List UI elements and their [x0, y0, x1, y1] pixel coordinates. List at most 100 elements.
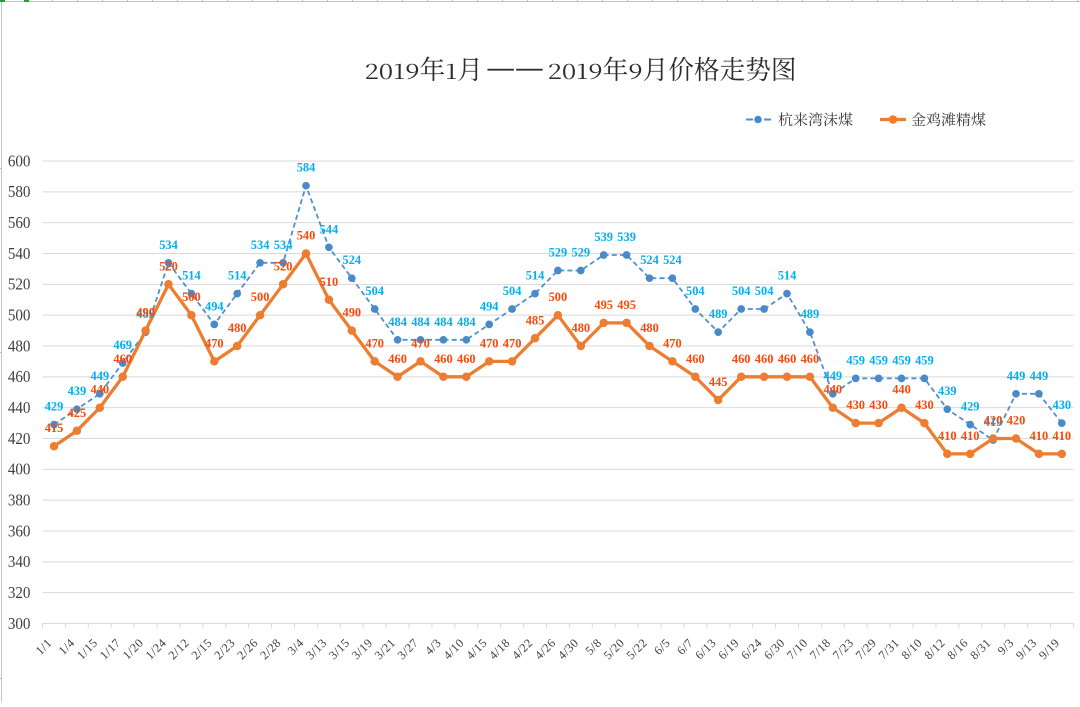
svg-text:430: 430 — [915, 398, 934, 412]
svg-text:470: 470 — [480, 336, 499, 350]
svg-text:539: 539 — [594, 230, 613, 244]
svg-text:440: 440 — [8, 399, 31, 417]
svg-text:459: 459 — [869, 353, 888, 367]
svg-text:430: 430 — [869, 398, 888, 412]
svg-text:480: 480 — [640, 321, 659, 335]
svg-text:480: 480 — [228, 321, 247, 335]
svg-text:419: 419 — [984, 415, 1003, 429]
svg-text:460: 460 — [457, 352, 476, 366]
svg-text:320: 320 — [8, 584, 31, 602]
svg-text:445: 445 — [709, 375, 728, 389]
svg-text:460: 460 — [732, 352, 751, 366]
svg-text:470: 470 — [411, 336, 430, 350]
svg-text:480: 480 — [8, 338, 31, 356]
svg-text:485: 485 — [526, 313, 545, 327]
svg-text:489: 489 — [709, 307, 728, 321]
svg-text:449: 449 — [1007, 369, 1026, 383]
svg-text:460: 460 — [434, 352, 453, 366]
svg-text:534: 534 — [251, 238, 270, 252]
svg-text:460: 460 — [755, 352, 774, 366]
svg-text:490: 490 — [343, 306, 362, 320]
svg-text:524: 524 — [343, 253, 362, 267]
svg-text:460: 460 — [113, 352, 132, 366]
svg-text:534: 534 — [159, 238, 178, 252]
svg-text:504: 504 — [732, 284, 751, 298]
svg-text:504: 504 — [503, 284, 522, 298]
svg-text:580: 580 — [8, 183, 31, 201]
svg-text:484: 484 — [411, 315, 430, 329]
svg-text:300: 300 — [8, 615, 31, 633]
svg-text:439: 439 — [68, 384, 87, 398]
svg-text:534: 534 — [274, 238, 293, 252]
svg-text:460: 460 — [801, 352, 820, 366]
svg-text:500: 500 — [549, 290, 568, 304]
svg-text:514: 514 — [778, 269, 797, 283]
svg-text:494: 494 — [480, 299, 499, 313]
svg-text:440: 440 — [91, 383, 110, 397]
svg-text:460: 460 — [778, 352, 797, 366]
svg-text:529: 529 — [572, 246, 591, 260]
svg-text:460: 460 — [8, 368, 31, 386]
svg-text:560: 560 — [8, 214, 31, 232]
svg-text:340: 340 — [8, 553, 31, 571]
svg-text:584: 584 — [297, 161, 316, 175]
svg-text:459: 459 — [892, 353, 911, 367]
svg-text:495: 495 — [594, 298, 613, 312]
svg-text:500: 500 — [182, 290, 201, 304]
svg-text:540: 540 — [297, 229, 316, 243]
svg-text:500: 500 — [251, 290, 270, 304]
svg-text:430: 430 — [1053, 398, 1072, 412]
svg-text:529: 529 — [549, 246, 568, 260]
svg-text:524: 524 — [663, 253, 682, 267]
svg-text:500: 500 — [8, 307, 31, 325]
svg-text:520: 520 — [274, 259, 293, 273]
svg-text:410: 410 — [1053, 429, 1072, 443]
svg-text:539: 539 — [617, 230, 636, 244]
svg-text:470: 470 — [663, 336, 682, 350]
svg-text:460: 460 — [686, 352, 705, 366]
svg-text:430: 430 — [846, 398, 865, 412]
svg-text:495: 495 — [617, 298, 636, 312]
svg-text:494: 494 — [205, 299, 224, 313]
svg-text:420: 420 — [1007, 414, 1026, 428]
svg-text:489: 489 — [801, 307, 820, 321]
svg-text:410: 410 — [938, 429, 957, 443]
svg-text:484: 484 — [388, 315, 407, 329]
svg-text:504: 504 — [365, 284, 384, 298]
svg-text:380: 380 — [8, 492, 31, 510]
svg-text:415: 415 — [45, 421, 64, 435]
svg-text:459: 459 — [915, 353, 934, 367]
svg-text:514: 514 — [526, 269, 545, 283]
svg-text:504: 504 — [755, 284, 774, 298]
svg-text:514: 514 — [228, 269, 247, 283]
svg-text:460: 460 — [388, 352, 407, 366]
svg-text:544: 544 — [320, 222, 339, 236]
svg-text:470: 470 — [205, 336, 224, 350]
svg-text:520: 520 — [8, 276, 31, 294]
svg-text:470: 470 — [365, 336, 384, 350]
svg-text:425: 425 — [68, 406, 87, 420]
svg-text:469: 469 — [113, 338, 132, 352]
svg-text:459: 459 — [846, 353, 865, 367]
svg-text:420: 420 — [8, 430, 31, 448]
svg-text:470: 470 — [503, 336, 522, 350]
svg-text:490: 490 — [136, 306, 155, 320]
svg-text:439: 439 — [938, 384, 957, 398]
svg-text:429: 429 — [961, 400, 980, 414]
svg-text:449: 449 — [1030, 369, 1049, 383]
svg-text:510: 510 — [320, 275, 339, 289]
svg-text:514: 514 — [182, 269, 201, 283]
svg-text:520: 520 — [159, 259, 178, 273]
svg-text:449: 449 — [91, 369, 110, 383]
svg-text:420: 420 — [984, 414, 1003, 428]
svg-text:429: 429 — [45, 400, 64, 414]
svg-text:524: 524 — [640, 253, 659, 267]
svg-text:440: 440 — [824, 383, 843, 397]
svg-text:484: 484 — [434, 315, 453, 329]
svg-text:400: 400 — [8, 461, 31, 479]
svg-text:480: 480 — [572, 321, 591, 335]
svg-text:489: 489 — [136, 307, 155, 321]
svg-text:440: 440 — [892, 383, 911, 397]
svg-text:449: 449 — [824, 369, 843, 383]
svg-text:504: 504 — [686, 284, 705, 298]
